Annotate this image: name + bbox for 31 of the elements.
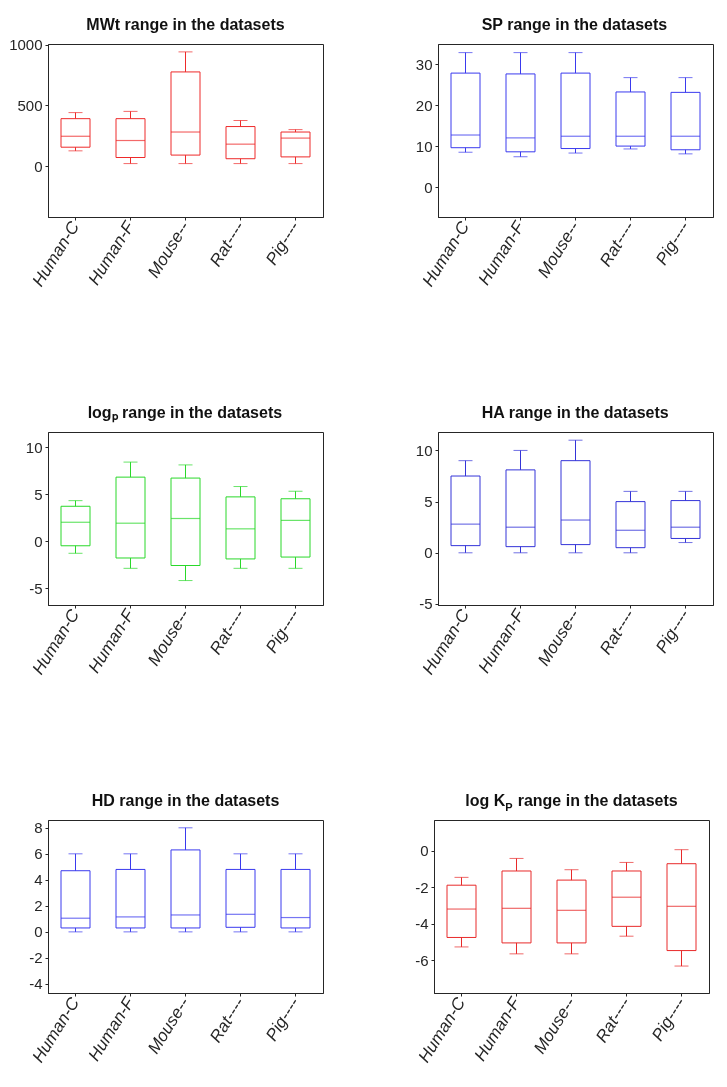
y-tick-label: 4: [34, 871, 43, 889]
y-tick-label: 10: [415, 441, 433, 459]
y-tick-label: 0: [420, 842, 429, 860]
y-tick-label: -6: [415, 951, 429, 969]
y-tick-label: -2: [29, 949, 43, 967]
y-tick-label: -2: [415, 878, 429, 896]
y-tick-label: -4: [29, 975, 43, 993]
y-tick-label: -5: [29, 579, 43, 597]
y-tick-label: -4: [415, 915, 429, 933]
y-tick-label: 0: [34, 157, 43, 175]
y-tick-label: 20: [415, 96, 433, 114]
y-tick-label: 0: [34, 923, 43, 941]
y-tick-label: 30: [415, 55, 433, 73]
y-tick-label: 10: [415, 137, 433, 155]
y-tick-label: 0: [424, 544, 433, 562]
chart-title: HD range in the datasets: [91, 792, 280, 809]
chart-title: MWt range in the datasets: [86, 16, 285, 33]
y-tick-label: -5: [419, 595, 433, 613]
y-tick-label: 2: [34, 897, 43, 915]
chart-title: logₚ range in the datasets: [87, 404, 283, 423]
y-tick-label: 0: [424, 178, 433, 196]
y-tick-label: 8: [34, 819, 43, 837]
y-tick-label: 6: [34, 845, 43, 863]
chart-title: HA range in the datasets: [481, 404, 669, 421]
y-tick-label: 5: [34, 485, 43, 503]
y-tick-label: 5: [424, 493, 433, 511]
y-tick-label: 0: [34, 532, 43, 550]
y-tick-label: 1000: [9, 36, 43, 54]
y-tick-label: 500: [17, 96, 43, 114]
chart-title: SP range in the datasets: [481, 16, 668, 33]
y-tick-label: 10: [25, 438, 43, 456]
